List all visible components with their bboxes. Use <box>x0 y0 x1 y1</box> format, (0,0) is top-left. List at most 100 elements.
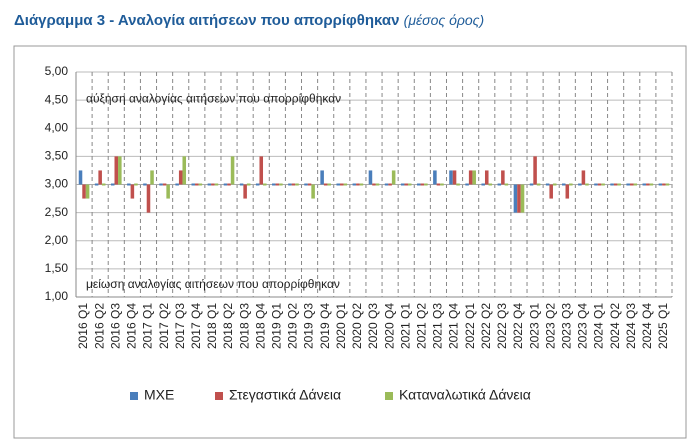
x-tick-label: 2024 Q1 <box>592 303 606 349</box>
annotation: μείωση αναλογίας αιτήσεων που απορρίφθηκ… <box>86 277 340 291</box>
x-tick-label: 2024 Q3 <box>624 303 638 349</box>
bar <box>433 170 437 185</box>
y-tick-label: 4,00 <box>45 120 69 134</box>
x-tick-label: 2018 Q1 <box>205 303 219 349</box>
bar <box>533 156 537 185</box>
bar <box>517 184 521 213</box>
bar <box>484 170 489 185</box>
bar <box>372 183 376 186</box>
bar <box>352 183 357 186</box>
bar <box>633 183 638 186</box>
bar <box>359 183 364 186</box>
bar <box>601 183 605 186</box>
bar <box>211 183 215 186</box>
bar <box>436 183 441 186</box>
bar <box>449 170 453 185</box>
y-tick-label: 4,50 <box>45 92 69 106</box>
bar <box>182 156 187 185</box>
bar <box>642 183 647 186</box>
bar <box>629 183 634 186</box>
bar <box>565 184 570 199</box>
bar <box>617 183 621 186</box>
bar <box>159 183 163 186</box>
x-tick-label: 2024 Q4 <box>640 303 654 349</box>
bar <box>320 170 324 185</box>
x-tick-label: 2017 Q1 <box>141 303 155 349</box>
y-tick-label: 1,00 <box>45 289 69 303</box>
bar <box>98 170 102 185</box>
bar <box>239 183 244 186</box>
x-tick-label: 2022 Q3 <box>495 303 509 349</box>
bar <box>243 184 247 199</box>
bar <box>127 183 131 186</box>
bar <box>569 183 573 186</box>
bar <box>384 183 389 186</box>
x-tick-label: 2018 Q4 <box>253 303 267 349</box>
x-tick-label: 2022 Q1 <box>463 303 477 349</box>
legend-label: Στεγαστικά Δάνεια <box>229 387 341 403</box>
bar <box>613 183 618 186</box>
x-tick-label: 2016 Q3 <box>108 303 122 349</box>
bar <box>336 183 341 186</box>
x-tick-label: 2017 Q4 <box>189 303 203 349</box>
bar <box>368 170 373 185</box>
bar <box>198 183 203 186</box>
bar <box>581 170 586 185</box>
y-tick-label: 1,50 <box>45 261 69 275</box>
bar <box>400 183 405 186</box>
x-tick-label: 2020 Q1 <box>334 303 348 349</box>
bar <box>585 183 589 186</box>
bar <box>594 183 598 186</box>
chart-title: Διάγραμμα 3 - Αναλογία αιτήσεων που απορ… <box>14 12 400 29</box>
bar <box>214 183 219 186</box>
bar <box>424 183 428 186</box>
bar <box>481 183 485 186</box>
y-tick-label: 5,00 <box>45 64 69 78</box>
x-tick-label: 2019 Q2 <box>286 303 300 349</box>
legend-label: ΜΧΕ <box>144 387 174 403</box>
x-tick-label: 2021 Q3 <box>431 303 445 349</box>
bar <box>536 183 541 186</box>
bar <box>610 183 614 186</box>
chart-frame <box>13 45 687 439</box>
bar <box>291 183 296 186</box>
x-tick-label: 2018 Q3 <box>237 303 251 349</box>
x-tick-label: 2020 Q4 <box>382 303 396 349</box>
bar <box>288 183 292 186</box>
bar <box>456 183 460 186</box>
y-tick-label: 2,50 <box>45 205 69 219</box>
x-tick-label: 2016 Q4 <box>125 303 139 349</box>
x-tick-label: 2020 Q2 <box>350 303 364 349</box>
bar <box>134 183 138 186</box>
bar <box>520 184 525 213</box>
bar <box>417 183 421 186</box>
bar <box>545 183 550 186</box>
x-tick-label: 2016 Q1 <box>76 303 90 349</box>
bar <box>94 183 99 186</box>
x-tick-label: 2021 Q2 <box>414 303 428 349</box>
bar <box>658 183 663 186</box>
bar <box>529 183 534 186</box>
x-tick-label: 2017 Q3 <box>173 303 187 349</box>
bar <box>388 183 392 186</box>
x-tick-label: 2018 Q2 <box>221 303 235 349</box>
bar <box>162 183 167 186</box>
bar <box>207 183 212 186</box>
bar <box>626 183 630 186</box>
bar <box>114 156 119 185</box>
bar <box>175 183 179 186</box>
bar <box>230 156 235 185</box>
bar <box>356 183 360 186</box>
x-tick-label: 2023 Q2 <box>543 303 557 349</box>
bar <box>440 183 444 186</box>
bar <box>304 183 308 186</box>
bar <box>649 183 654 186</box>
x-tick-label: 2016 Q2 <box>92 303 106 349</box>
x-tick-label: 2024 Q2 <box>608 303 622 349</box>
bar <box>178 170 183 185</box>
chart-header: Διάγραμμα 3 - Αναλογία αιτήσεων που απορ… <box>14 12 484 29</box>
bar <box>452 170 457 185</box>
bar <box>227 183 231 186</box>
